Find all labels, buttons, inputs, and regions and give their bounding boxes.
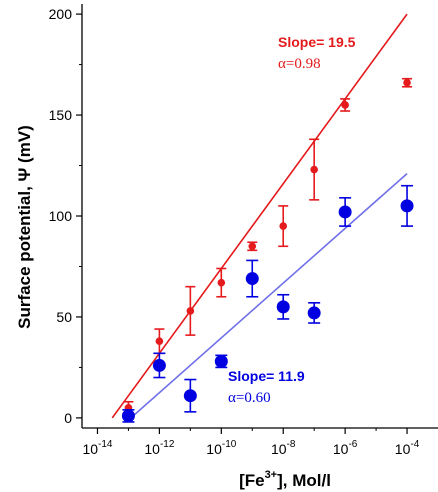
red-alpha-annotation: α=0.98 (278, 56, 321, 72)
blue-alpha-annotation: α=0.60 (228, 390, 271, 406)
blue-fit-line (130, 173, 408, 419)
red-data-point (279, 222, 288, 230)
blue-data-point (183, 389, 197, 403)
red-data-point (248, 242, 257, 251)
x-tick-label: 10-6 (333, 439, 358, 457)
x-axis-label-sup: 3+ (265, 469, 278, 481)
x-tick-exponent: -4 (410, 439, 419, 450)
axis-labels: Surface potential, Ψ (mV) [Fe3+], Mol/l (15, 125, 331, 490)
fit-lines (111, 13, 408, 419)
x-tick-exponent: -12 (160, 439, 175, 450)
blue-slope-annotation: Slope= 11.9 (228, 368, 305, 384)
y-tick-label: 0 (64, 410, 72, 426)
blue-data-point (400, 199, 414, 213)
x-axis-label-pre: [Fe (239, 471, 265, 490)
data-points (121, 77, 414, 423)
red-data-point (341, 101, 349, 109)
x-tick-base: 10 (144, 441, 160, 457)
blue-data-point (214, 354, 228, 368)
x-tick-base: 10 (271, 441, 287, 457)
red-data-point (403, 78, 411, 87)
x-tick-base: 10 (82, 441, 98, 457)
y-tick-label: 100 (49, 208, 73, 224)
x-tick-exponent: -6 (348, 439, 357, 450)
blue-data-point (276, 300, 290, 314)
x-tick-label: 10-10 (206, 439, 236, 457)
x-tick-base: 10 (333, 441, 349, 457)
blue-data-point (307, 306, 321, 320)
y-tick-label: 200 (49, 6, 73, 22)
x-axis-label: [Fe3+], Mol/l (239, 469, 331, 490)
x-tick-base: 10 (395, 441, 411, 457)
blue-data-point (245, 272, 259, 286)
y-tick-label: 150 (49, 107, 73, 123)
x-tick-exponent: -8 (287, 439, 296, 450)
red-data-point (155, 337, 164, 345)
x-tick-label: 10-14 (82, 439, 112, 457)
red-data-point (310, 165, 318, 174)
x-tick-label: 10-8 (271, 439, 296, 457)
x-tick-label: 10-4 (395, 439, 420, 457)
red-data-point (186, 307, 195, 315)
x-axis-label-post: ], Mol/l (277, 471, 331, 490)
blue-data-point (152, 358, 166, 372)
x-tick-exponent: -14 (98, 439, 113, 450)
x-tick-label: 10-12 (144, 439, 174, 457)
red-data-point (217, 278, 226, 287)
y-axis-label: Surface potential, Ψ (mV) (15, 125, 34, 329)
x-tick-base: 10 (206, 441, 222, 457)
red-fit-line (111, 13, 408, 419)
blue-data-point (338, 205, 352, 219)
x-tick-exponent: -10 (222, 439, 237, 450)
y-tick-label: 50 (56, 309, 72, 325)
annotations: Slope= 19.5 α=0.98 Slope= 11.9 α=0.60 (228, 34, 356, 406)
red-slope-annotation: Slope= 19.5 (278, 34, 356, 50)
blue-data-point (121, 409, 135, 423)
